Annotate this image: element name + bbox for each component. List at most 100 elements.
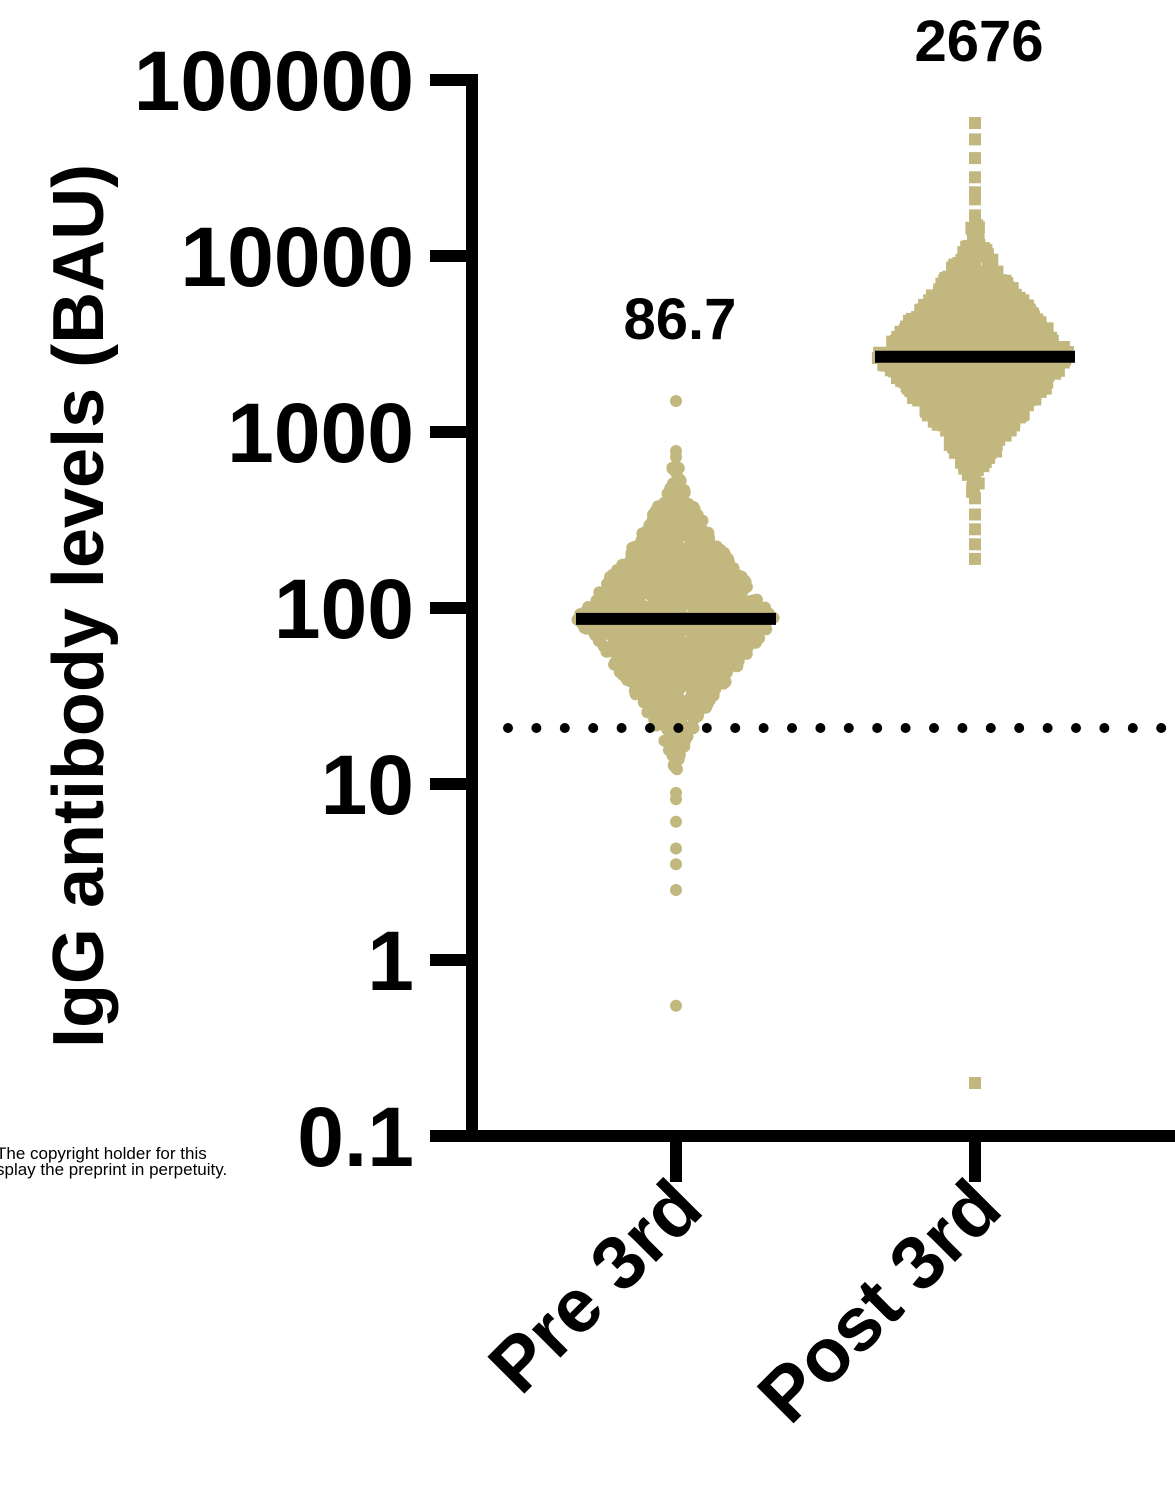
data-point: [668, 654, 681, 667]
outlier-point: [670, 815, 682, 828]
data-point: [749, 628, 762, 641]
data-point: [889, 337, 902, 349]
data-point: [652, 584, 665, 597]
data-point: [667, 494, 680, 507]
data-point: [688, 689, 701, 702]
data-point: [686, 505, 698, 518]
data-point: [1002, 281, 1014, 293]
outlier-point: [670, 395, 682, 407]
data-point: [683, 561, 696, 574]
data-point: [655, 710, 668, 722]
data-point: [964, 440, 977, 453]
data-point: [965, 221, 978, 234]
median-lines: 86.7 2676: [576, 9, 1075, 625]
data-point: [947, 267, 960, 279]
data-point: [1005, 414, 1018, 427]
data-point: [942, 296, 955, 309]
data-point: [647, 691, 660, 704]
outlier-point: [670, 451, 682, 464]
outlier-point: [670, 793, 682, 806]
footnote-line-2: splay the preprint in perpetuity.: [0, 1160, 228, 1179]
data-point: [920, 405, 932, 418]
data-point: [963, 312, 976, 325]
outlier-point: [969, 171, 981, 184]
outlier-point: [969, 552, 981, 565]
data-point: [980, 450, 993, 463]
data-point: [619, 633, 632, 646]
data-point: [704, 596, 717, 608]
outlier-point: [670, 858, 682, 871]
outlier-point: [969, 117, 981, 129]
data-point: [669, 541, 682, 554]
data-point: [747, 594, 760, 607]
data-point: [730, 660, 743, 673]
data-point: [974, 400, 986, 413]
data-point: [918, 369, 931, 382]
data-point: [721, 635, 733, 648]
data-point: [990, 391, 1003, 404]
data-point: [961, 425, 974, 438]
data-point: [643, 549, 656, 561]
data-point: [662, 696, 675, 708]
data-point: [621, 673, 633, 686]
outlier-point: [670, 999, 682, 1012]
outlier-point: [969, 1077, 981, 1089]
median-value-label: 2676: [914, 9, 1043, 74]
data-point: [661, 556, 674, 569]
data-point: [700, 700, 713, 713]
data-point: [590, 596, 603, 609]
data-point: [675, 667, 687, 680]
data-point: [717, 558, 730, 571]
outlier-point: [969, 133, 981, 146]
data-point: [676, 694, 689, 707]
outlier-point: [969, 152, 981, 165]
data-point: [688, 673, 701, 686]
data-point: [661, 515, 674, 528]
data-point: [981, 280, 994, 293]
data-point: [664, 568, 677, 580]
data-point: [703, 531, 715, 544]
y-tick-label: 10000: [180, 210, 414, 304]
data-point: [643, 657, 656, 670]
data-point: [1020, 370, 1032, 383]
data-point: [954, 438, 967, 451]
data-point: [691, 657, 704, 670]
data-point: [1018, 332, 1031, 345]
data-point: [903, 314, 915, 327]
data-point: [962, 277, 975, 290]
data-point: [686, 602, 699, 615]
data-point: [668, 737, 681, 750]
data-point: [901, 336, 914, 349]
data-point: [947, 339, 960, 352]
outlier-point: [969, 209, 981, 222]
data-point: [668, 479, 681, 492]
outlier-point: [969, 193, 981, 206]
data-point: [1003, 336, 1016, 349]
median-value-label: 86.7: [624, 287, 737, 352]
data-point: [900, 380, 913, 393]
data-point: [920, 333, 933, 346]
data-point: [666, 461, 679, 474]
data-point: [601, 645, 614, 658]
x-tick-label: Post 3rd: [742, 1164, 1017, 1439]
data-point: [682, 530, 695, 543]
data-point: [1042, 369, 1055, 382]
data-point: [985, 341, 998, 354]
x-ticks: Pre 3rd Post 3rd: [473, 1136, 1017, 1439]
data-point: [935, 320, 948, 333]
outlier-point: [969, 523, 981, 536]
data-point: [1016, 304, 1029, 317]
data-point: [604, 570, 616, 583]
data-point: [663, 527, 676, 539]
data-point: [931, 394, 944, 407]
data-point: [920, 323, 933, 336]
data-point: [967, 463, 980, 476]
data-points: [571, 117, 1074, 1089]
data-point: [946, 421, 959, 434]
data-point: [1003, 373, 1016, 386]
data-point: [1015, 380, 1028, 393]
x-tick-label: Pre 3rd: [473, 1164, 718, 1409]
data-point: [967, 236, 980, 249]
data-point: [653, 539, 666, 552]
data-point: [1021, 399, 1034, 412]
